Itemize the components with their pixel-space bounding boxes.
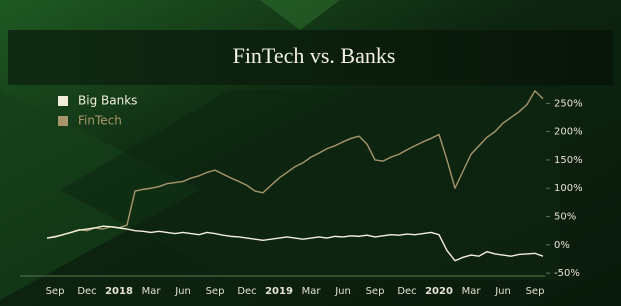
x-tick-label: 2018 [105,286,133,297]
x-tick-label: Jun [494,286,511,297]
legend-label: Big Banks [78,94,137,108]
x-tick-label: Dec [237,286,256,297]
legend-swatch [58,96,68,106]
y-tick-label: 50% [554,212,576,223]
x-tick-label: Sep [46,286,65,297]
page: {"chart_data": {"type": "line", "title":… [0,0,621,306]
y-tick-label: 200% [554,127,583,138]
y-tick-label: 250% [554,98,583,109]
x-tick-label: Dec [77,286,96,297]
y-tick-label: 100% [554,183,583,194]
y-tick-label: -50% [554,268,580,279]
legend-swatch [58,116,68,126]
x-tick-label: 2020 [425,286,453,297]
legend-label: FinTech [78,114,122,128]
x-tick-label: Sep [206,286,225,297]
x-tick-label: Jun [334,286,351,297]
x-tick-label: 2019 [265,286,293,297]
x-tick-label: Sep [526,286,545,297]
y-tick-label: 150% [554,155,583,166]
x-tick-label: Dec [397,286,416,297]
x-tick-label: Jun [174,286,191,297]
x-tick-label: Mar [302,286,322,297]
chart: FinTech vs. Banks -50% 0% 50% 100% 150% 200% 2… [0,0,621,306]
x-tick-label: Mar [142,286,162,297]
x-tick-label: Mar [462,286,482,297]
y-tick-label: 0% [554,240,570,251]
x-tick-label: Sep [366,286,385,297]
chart-title: FinTech vs. Banks [233,43,396,68]
